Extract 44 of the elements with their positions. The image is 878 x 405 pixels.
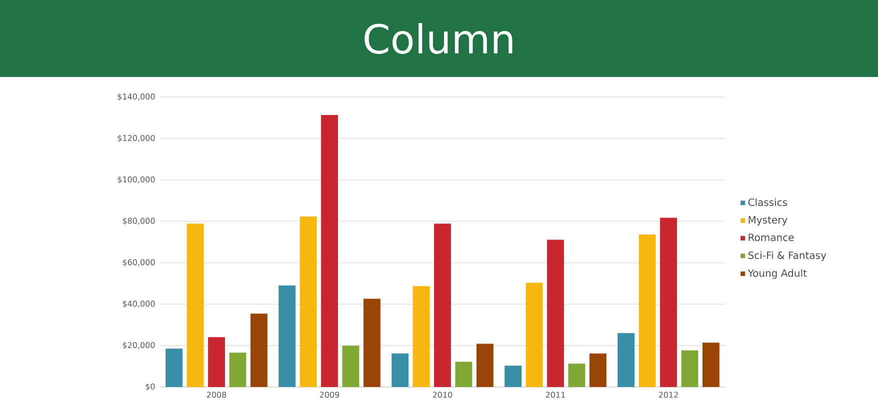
legend-label: Classics: [748, 198, 788, 206]
chart-title: Column: [364, 23, 512, 54]
bar: [342, 346, 360, 387]
x-tick-label: 2012: [658, 392, 678, 398]
bar: [321, 115, 338, 387]
bar: [526, 282, 543, 387]
y-tick-label: $0: [146, 383, 155, 391]
bar: [504, 366, 522, 387]
bar: [412, 286, 430, 387]
bar: [186, 224, 204, 387]
x-tick-label: 2010: [432, 392, 452, 398]
bar: [638, 234, 656, 387]
x-tick-label: 2008: [206, 392, 226, 398]
bar: [455, 362, 472, 387]
y-tick-label: $40,000: [122, 300, 155, 308]
bar: [547, 240, 564, 387]
bar: [702, 342, 720, 387]
bar: [434, 224, 451, 387]
bar: [660, 218, 677, 387]
y-tick-label: $120,000: [118, 134, 155, 142]
bar: [229, 352, 246, 387]
legend-label: Sci-Fi & Fantasy: [748, 251, 826, 261]
bar: [589, 353, 606, 387]
y-tick-label: $20,000: [122, 342, 155, 350]
bar: [250, 314, 268, 387]
y-tick-label: $140,000: [118, 93, 155, 101]
y-tick-label: $100,000: [118, 176, 155, 184]
bar: [568, 364, 586, 387]
bar: [300, 216, 317, 387]
bar: [392, 353, 409, 387]
x-tick-label: 2011: [546, 392, 565, 398]
bar: [166, 348, 183, 387]
bar: [618, 333, 635, 387]
bar: [208, 337, 225, 387]
legend-label: Young Adult: [748, 269, 807, 279]
y-tick-label: $60,000: [122, 259, 155, 266]
bar: [476, 344, 494, 387]
x-tick-label: 2009: [320, 392, 340, 398]
legend-label: Romance: [748, 234, 794, 242]
bar: [681, 350, 698, 387]
bar: [363, 298, 380, 387]
y-tick-label: $80,000: [122, 218, 155, 225]
legend-label: Mystery: [748, 216, 788, 226]
bar: [278, 286, 296, 387]
